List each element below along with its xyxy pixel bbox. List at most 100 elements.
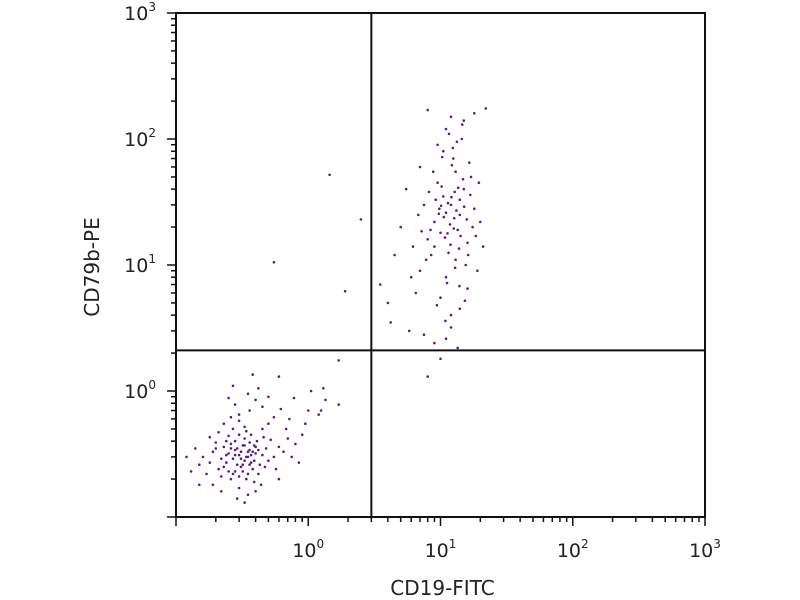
event-dot: [481, 245, 485, 248]
event-dot: [445, 281, 449, 285]
event-dot: [429, 228, 432, 232]
event-dot: [246, 455, 250, 459]
event-dot: [262, 435, 265, 439]
event-dot: [456, 186, 460, 190]
event-dot: [389, 321, 393, 324]
axis-ticks: [167, 12, 706, 526]
event-dot: [246, 493, 250, 497]
event-dot: [220, 490, 223, 493]
event-dot: [237, 475, 241, 478]
event-dot: [418, 165, 422, 169]
event-dot: [453, 190, 457, 194]
event-dot: [476, 269, 479, 273]
event-dot: [277, 477, 281, 481]
event-dot: [251, 467, 254, 471]
event-dot: [225, 453, 228, 457]
quadrant-gates: [176, 13, 705, 517]
event-dot: [217, 431, 220, 434]
event-dot: [277, 375, 281, 378]
event-dot: [246, 392, 250, 396]
event-dot: [446, 201, 450, 205]
event-dot: [449, 243, 452, 246]
event-dot: [229, 415, 233, 419]
event-dot: [243, 425, 246, 429]
event-dot: [317, 413, 321, 416]
event-dot: [282, 450, 285, 454]
event-dot: [239, 465, 243, 469]
event-dot: [447, 132, 451, 136]
event-dot: [220, 475, 223, 478]
y-tick-label: 103: [124, 0, 156, 25]
x-axis-title: CD19-FITC: [390, 576, 494, 600]
x-tick-label: 102: [557, 537, 589, 562]
event-dot: [201, 455, 205, 459]
event-dot: [433, 245, 436, 248]
event-dot: [227, 470, 230, 473]
event-dot: [294, 442, 297, 446]
event-dot: [471, 225, 474, 229]
event-dot: [211, 483, 215, 487]
event-dot: [243, 437, 246, 440]
event-dot: [450, 163, 454, 167]
event-dot: [267, 459, 270, 463]
event-dot: [417, 213, 420, 217]
event-dot: [290, 455, 294, 459]
event-dot: [205, 472, 208, 476]
x-tick-label: 103: [689, 537, 721, 562]
event-dot: [452, 216, 456, 220]
event-dot: [233, 470, 237, 473]
event-dot: [274, 467, 278, 471]
event-dot: [246, 472, 250, 476]
event-dot: [235, 497, 239, 500]
event-dot: [426, 375, 430, 378]
event-dot: [454, 258, 457, 262]
event-dot: [227, 452, 230, 455]
event-dot: [198, 463, 201, 467]
event-dot: [429, 253, 433, 257]
event-dot: [225, 461, 228, 464]
event-dot: [322, 387, 325, 390]
y-tick-label: 100: [124, 378, 156, 403]
event-dot: [451, 146, 455, 150]
event-dot: [442, 195, 445, 198]
event-dot: [231, 384, 235, 388]
event-dot: [427, 190, 431, 194]
event-dot: [309, 389, 313, 393]
event-dots: [185, 107, 488, 504]
event-dot: [229, 442, 233, 446]
event-dot: [233, 448, 237, 452]
event-dot: [254, 490, 257, 493]
event-dot: [444, 319, 447, 323]
event-dot: [267, 395, 270, 399]
event-dot: [239, 450, 243, 454]
event-dot: [307, 409, 310, 412]
event-dot: [233, 403, 237, 406]
event-dot: [252, 480, 256, 484]
event-dot: [231, 472, 235, 476]
event-dot: [460, 123, 464, 126]
event-dot: [452, 157, 455, 160]
event-dot: [418, 269, 422, 273]
event-dot: [452, 227, 456, 230]
event-dot: [229, 447, 233, 450]
event-dot: [288, 417, 291, 421]
event-dot: [337, 359, 341, 362]
event-dot: [284, 427, 288, 431]
event-dot: [300, 433, 304, 437]
event-dot: [261, 453, 264, 457]
event-dot: [458, 307, 462, 311]
event-dot: [251, 450, 254, 454]
event-dot: [231, 457, 235, 461]
event-dot: [254, 452, 257, 455]
event-dot: [252, 444, 256, 447]
event-dot: [328, 173, 331, 177]
event-dot: [359, 218, 363, 221]
event-dot: [466, 241, 469, 245]
event-dot: [449, 326, 453, 329]
event-dot: [436, 143, 439, 147]
event-dot: [214, 441, 218, 444]
event-dot: [462, 119, 466, 122]
event-dot: [456, 228, 460, 232]
event-dot: [460, 137, 464, 141]
